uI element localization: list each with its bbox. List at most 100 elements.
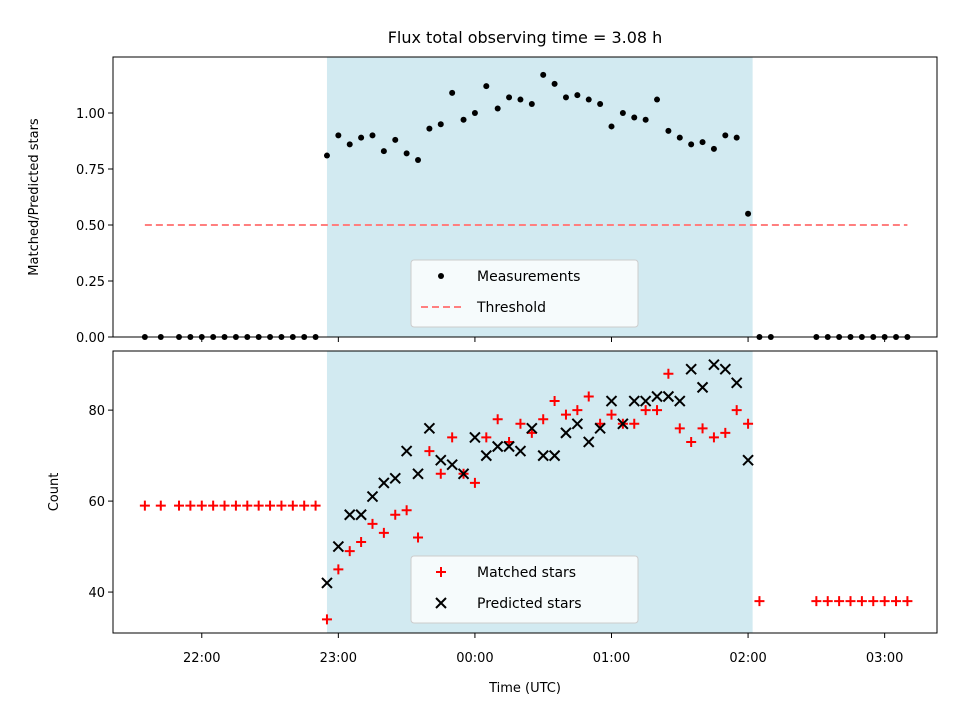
top-legend [410,259,639,328]
measurement-point [642,116,649,123]
predicted-star-marker [321,577,333,589]
matched-star-marker [196,500,207,511]
matched-star-marker [435,468,446,479]
predicted-star-marker [491,440,504,453]
matched-star-marker [481,432,492,443]
matched-star-marker [356,537,367,548]
measurement-point [562,94,569,101]
measurement-point [392,136,399,143]
measurement-point [426,125,433,132]
matched-star-marker [287,500,298,511]
predicted-star-marker [548,449,561,462]
predicted-star-marker [674,395,686,407]
predicted-star-marker [571,418,584,430]
measurement-point [506,94,513,101]
predicted-star-marker [594,422,606,435]
matched-star-marker [242,500,253,511]
measurement-point [437,121,444,128]
bottom-axes-frame [112,350,938,634]
predicted-star-marker [366,490,379,503]
matched-star-marker [811,596,822,607]
measurement-point [631,114,638,121]
bottom-y-tick-label: 60 [88,495,105,510]
matched-star-marker [629,418,640,429]
matched-star-marker [344,546,355,557]
matched-star-marker [834,596,845,607]
bottom-plot: 40 60 80 22:00 23:00 00:00 01:00 02:00 03:00 Matc… [88,350,938,666]
predicted-star-marker [730,377,743,389]
matched-star-marker [185,500,196,511]
matched-star-marker [902,596,913,607]
bottom-legend-label: Matched stars [477,565,576,581]
predicted-star-marker [435,454,447,466]
matched-star-marker [139,500,150,511]
x-tick-label: 02:00 [729,651,766,666]
measurement-point [585,96,592,103]
measurement-point [597,101,604,108]
measurement-point [676,134,683,141]
matched-star-marker [265,500,276,511]
matched-star-marker [708,432,719,443]
predicted-star-marker [560,427,572,439]
measurement-point [733,134,740,141]
matched-star-marker [321,614,332,625]
matched-star-marker [390,509,401,520]
measurement-point [494,105,501,112]
matched-star-marker [378,527,389,538]
measurement-point [745,210,752,217]
x-tick-label: 00:00 [456,651,493,666]
predicted-star-marker [685,363,697,375]
top-legend-label: Threshold [476,300,546,316]
matched-star-marker [424,446,435,457]
measurement-point [540,71,547,78]
predicted-star-marker [400,445,413,457]
matched-star-marker [652,405,663,416]
matched-star-marker [879,596,890,607]
top-y-tick-label: 0.75 [76,163,105,178]
matched-star-marker [469,477,480,488]
matched-star-marker [413,532,424,543]
matched-star-marker [367,518,378,529]
matched-star-marker [822,596,833,607]
matched-star-marker [174,500,185,511]
bottom-y-tick-label: 80 [88,404,105,419]
matched-star-marker [276,500,287,511]
measurement-point [551,80,558,87]
measurement-point [335,132,342,139]
legend-matched-marker [436,567,446,577]
measurement-point [619,110,626,116]
matched-star-marker [731,405,742,416]
matched-star-marker [583,391,594,402]
measurement-point [471,110,478,116]
matched-star-marker [720,427,731,438]
predicted-star-marker [617,418,629,430]
measurement-point [665,127,672,134]
matched-star-marker [868,596,879,607]
measurement-point [403,150,410,157]
legend-measurement-marker [438,273,444,279]
matched-star-marker [640,405,651,416]
predicted-star-marker [742,454,754,466]
predicted-star-marker [503,440,515,453]
predicted-star-marker [355,509,367,521]
measurement-point [654,96,661,103]
matched-star-marker [856,596,867,607]
matched-star-marker [333,564,344,575]
top-legend-label: Measurements [477,269,580,285]
predicted-star-marker [526,422,538,435]
top-y-tick-label: 0.25 [76,275,105,290]
measurement-point [528,101,535,108]
predicted-star-marker [662,390,675,403]
x-tick-label: 01:00 [593,651,630,666]
measurement-point [323,152,330,159]
matched-star-marker [515,418,526,429]
measurement-point [517,96,524,103]
measurement-point [346,141,353,148]
bottom-y-tick-label: 40 [88,586,105,601]
top-y-axis-label: Matched/Predicted stars [27,118,42,276]
predicted-star-marker [389,472,401,485]
matched-star-marker [208,500,219,511]
matched-star-marker [549,396,560,407]
predicted-star-marker [469,431,481,444]
